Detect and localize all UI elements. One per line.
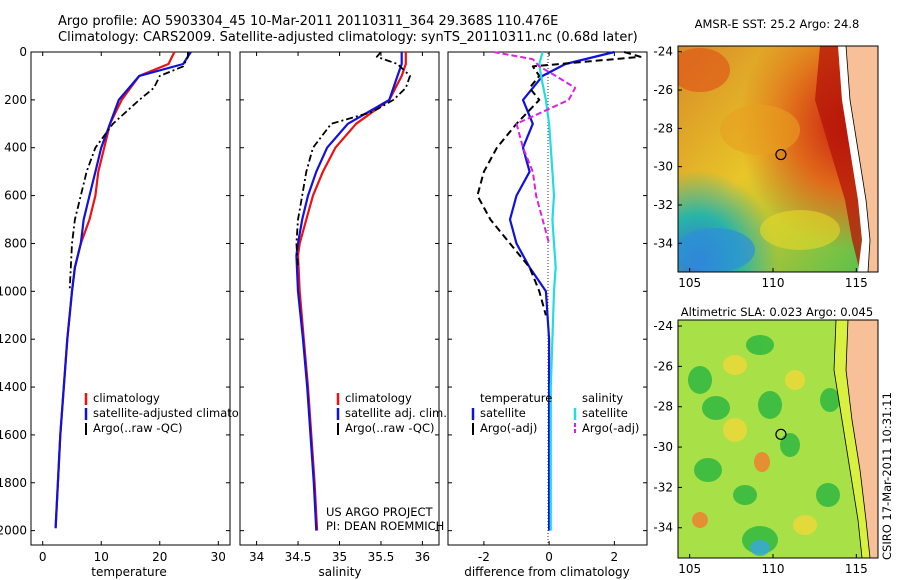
y-tick-label: 2000 [0, 524, 27, 538]
y-tick-label: 1800 [0, 476, 27, 490]
legend-label: Argo(..raw -QC) [345, 421, 435, 435]
legend-label: satellite [582, 406, 628, 420]
series-line-salinity-argo-adj- [493, 51, 577, 244]
map-x-tick-label: 110 [762, 276, 785, 290]
map-y-tick-label: -30 [653, 440, 673, 454]
salinity-legend: climatology satellite adj. clim. Argo(..… [336, 391, 447, 435]
csiro-timestamp: CSIRO 17-Mar-2011 10:31:11 [880, 392, 894, 560]
map-x-tick-label: 105 [678, 276, 701, 290]
map-y-tick-label: -32 [653, 480, 673, 494]
x-tick-label: 35.5 [368, 550, 395, 564]
x-tick-label: 2 [611, 550, 619, 564]
x-tick-label: -2 [478, 550, 490, 564]
figure-title-line2: Climatology: CARS2009. Satellite-adjuste… [58, 30, 638, 45]
series-line-argo-raw-qc- [295, 51, 411, 268]
map-x-tick-label: 115 [845, 276, 868, 290]
salinity-axis-label: salinity [318, 565, 361, 579]
map-y-tick-label: -26 [653, 359, 673, 373]
y-tick-label: 200 [4, 93, 27, 107]
x-tick-label: 10 [94, 550, 109, 564]
x-tick-label: 0 [545, 550, 553, 564]
sla-map-title: Altimetric SLA: 0.023 Argo: 0.045 [681, 305, 873, 319]
map-x-tick-label: 115 [845, 562, 868, 576]
y-tick-label: 800 [4, 236, 27, 250]
x-tick-label: 35 [332, 550, 347, 564]
legend-label: satellite-adjusted climatology [93, 406, 263, 420]
project-annotation: US ARGO PROJECT [326, 505, 434, 519]
figure-title-line1: Argo profile: AO 5903304_45 10-Mar-2011 … [58, 14, 559, 29]
y-tick-label: 400 [4, 141, 27, 155]
map-y-tick-label: -34 [653, 236, 673, 250]
series-line-satellite-adjusted-climatology [54, 51, 192, 529]
y-tick-label: 600 [4, 189, 27, 203]
y-tick-label: 0 [19, 45, 27, 59]
difference-axes [447, 51, 648, 546]
legend-label: Argo(-adj) [480, 421, 537, 435]
map-y-tick-label: -24 [653, 319, 673, 333]
map-y-tick-label: -32 [653, 198, 673, 212]
map-x-tick-label: 110 [762, 562, 785, 576]
y-tick-label: 1200 [0, 332, 27, 346]
series-line-satellite-adj-clim- [295, 52, 403, 531]
pi-annotation: PI: DEAN ROEMMICH [326, 519, 444, 533]
sst-map-frame [677, 45, 879, 273]
temperature-legend: climatology satellite-adjusted climatolo… [84, 391, 263, 435]
legend-label: climatology [345, 391, 412, 405]
x-tick-label: 34.5 [285, 550, 312, 564]
x-tick-label: 20 [152, 550, 167, 564]
y-tick-label: 1000 [0, 284, 27, 298]
x-tick-label: 30 [211, 550, 226, 564]
salinity-axes [239, 51, 440, 546]
sst-field [678, 46, 878, 272]
map-y-tick-label: -26 [653, 83, 673, 97]
sla-map-frame [677, 319, 879, 559]
legend-label: Argo(..raw -QC) [93, 421, 183, 435]
map-y-tick-label: -30 [653, 160, 673, 174]
map-y-tick-label: -28 [653, 400, 673, 414]
legend-label: Argo(-adj) [582, 421, 639, 435]
y-tick-label: 1400 [0, 380, 27, 394]
map-y-tick-label: -28 [653, 121, 673, 135]
x-tick-label: 0 [39, 550, 47, 564]
y-tick-label: 1600 [0, 428, 27, 442]
argo-position-marker [775, 428, 787, 440]
temperature-axis-label: temperature [91, 565, 166, 579]
x-tick-label: 36 [415, 550, 430, 564]
map-x-tick-label: 105 [678, 562, 701, 576]
difference-axis-label: difference from climatology [464, 565, 630, 579]
series-line-temperature-argo-adj- [476, 51, 642, 316]
map-y-tick-label: -24 [653, 45, 673, 59]
temperature-axes [30, 51, 231, 546]
series-line-temperature-satellite [508, 50, 615, 531]
legend-label: climatology [93, 391, 160, 405]
sst-map-title: AMSR-E SST: 25.2 Argo: 24.8 [695, 17, 860, 31]
map-y-tick-label: -34 [653, 521, 673, 535]
difference-legend: temperature satellite Argo(-adj) salinit… [471, 391, 639, 435]
legend-heading-salinity: salinity [582, 391, 623, 405]
series-line-argo-raw-qc- [68, 52, 189, 292]
legend-label: satellite adj. clim. [345, 406, 447, 420]
x-tick-label: 34 [249, 550, 264, 564]
argo-position-marker [775, 148, 787, 161]
legend-label: satellite [480, 406, 526, 420]
series-line-salinity-satellite [538, 51, 557, 531]
legend-heading-temperature: temperature [480, 391, 552, 405]
